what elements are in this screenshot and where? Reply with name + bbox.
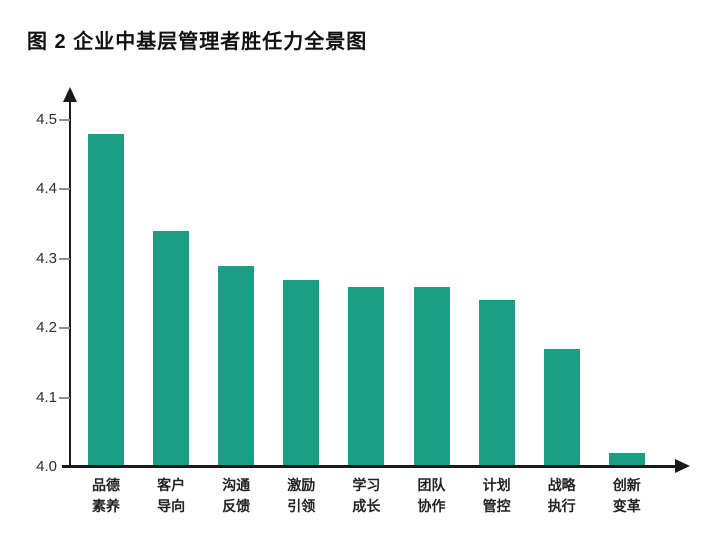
- bar-激励引领: [283, 279, 320, 465]
- bar-创新变革: [608, 453, 645, 465]
- x-axis-line: [62, 465, 676, 468]
- x-category-label-计划管控: 计划 管控: [482, 477, 511, 514]
- y-tick-label-4.4: 4.4: [36, 180, 57, 198]
- y-axis-line: [69, 100, 71, 467]
- y-tick-label-4.3: 4.3: [36, 249, 57, 267]
- x-category-label-创新变革: 创新 变革: [612, 477, 641, 514]
- y-tick-label-4.2: 4.2: [36, 319, 57, 337]
- bar-团队协作: [413, 286, 450, 465]
- bar-计划管控: [478, 300, 515, 465]
- x-category-label-战略执行: 战略 执行: [547, 477, 576, 514]
- y-tick-label-4.0: 4.0: [36, 458, 57, 475]
- x-category-label-团队协作: 团队 协作: [417, 477, 446, 514]
- chart-title: 图 2 企业中基层管理者胜任力全景图: [27, 31, 368, 53]
- y-tick-label-4.5: 4.5: [36, 111, 57, 128]
- x-category-label-客户导向: 客户 导向: [157, 477, 186, 514]
- bar-品德素养: [88, 133, 124, 465]
- y-tick-4.1: [59, 396, 70, 399]
- y-tick-label-4.1: 4.1: [36, 388, 57, 406]
- x-axis-arrow-icon: [675, 459, 690, 473]
- x-category-label-品德素养: 品德 素养: [92, 477, 120, 514]
- x-category-label-学习成长: 学习 成长: [352, 477, 381, 514]
- bar-沟通反馈: [218, 265, 255, 465]
- y-tick-4.2: [59, 327, 70, 330]
- y-tick-4.3: [59, 257, 70, 260]
- bar-战略执行: [543, 349, 580, 465]
- bar-学习成长: [348, 286, 385, 465]
- x-category-label-沟通反馈: 沟通 反馈: [222, 477, 251, 514]
- y-tick-4.4: [59, 188, 70, 191]
- bar-客户导向: [153, 231, 190, 465]
- y-tick-4.5: [59, 119, 70, 121]
- y-axis-arrow-icon: [63, 87, 77, 102]
- x-category-label-激励引领: 激励 引领: [287, 477, 316, 514]
